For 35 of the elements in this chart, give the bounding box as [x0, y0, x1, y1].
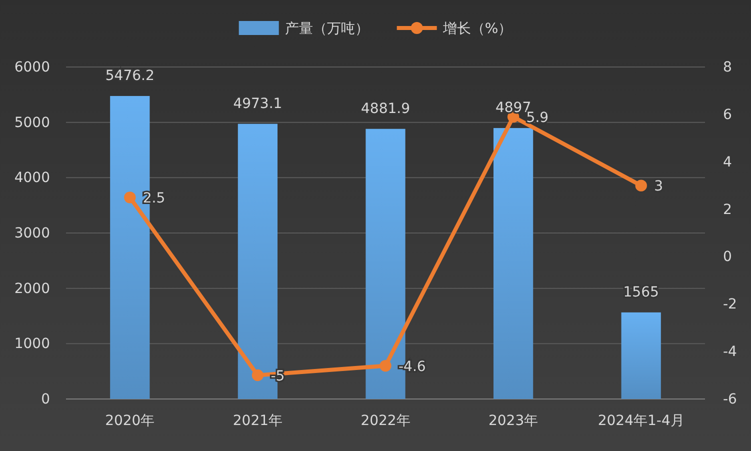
- y-tick-label: 3000: [14, 225, 50, 242]
- y-tick-label: 1000: [14, 336, 50, 352]
- legend-label: 增长（%）: [442, 21, 512, 37]
- y-tick-label: 2000: [14, 280, 50, 297]
- data-label: 5.9: [526, 110, 549, 126]
- bar: [621, 312, 661, 399]
- data-label: 5476.2: [105, 68, 154, 84]
- y2-tick-label: -2: [723, 296, 737, 313]
- y2-tick-label: -4: [723, 344, 738, 360]
- x-tick-label: 2021年: [232, 412, 283, 429]
- y2-tick-label: 6: [723, 106, 732, 123]
- x-tick-label: 2022年: [360, 412, 410, 429]
- data-label: -5: [270, 368, 285, 384]
- point: [635, 180, 647, 192]
- y-tick-label: 5000: [14, 114, 50, 131]
- data-label: 1565: [623, 284, 659, 300]
- bar: [493, 128, 534, 399]
- point: [252, 369, 264, 382]
- data-label: 4881.9: [361, 100, 410, 117]
- y-tick-label: 6000: [14, 59, 50, 76]
- x-tick-label: 2024年1-4月: [598, 412, 684, 429]
- point: [380, 360, 392, 372]
- data-label: 4973.1: [233, 96, 282, 112]
- point: [124, 192, 136, 204]
- y2-tick-label: 4: [723, 154, 732, 170]
- data-label: 3: [654, 178, 664, 195]
- y-tick-label: 4000: [14, 170, 50, 186]
- x-tick-label: 2023年: [488, 412, 538, 429]
- y2-tick-label: 8: [723, 59, 732, 76]
- y-tick-label: 0: [41, 391, 50, 408]
- legend-label: 产量（万吨）: [284, 21, 369, 37]
- x-tick-label: 2020年: [105, 412, 155, 429]
- y2-tick-label: -6: [723, 391, 738, 408]
- y2-tick-label: 0: [723, 249, 732, 266]
- y2-tick-label: 2: [723, 202, 732, 218]
